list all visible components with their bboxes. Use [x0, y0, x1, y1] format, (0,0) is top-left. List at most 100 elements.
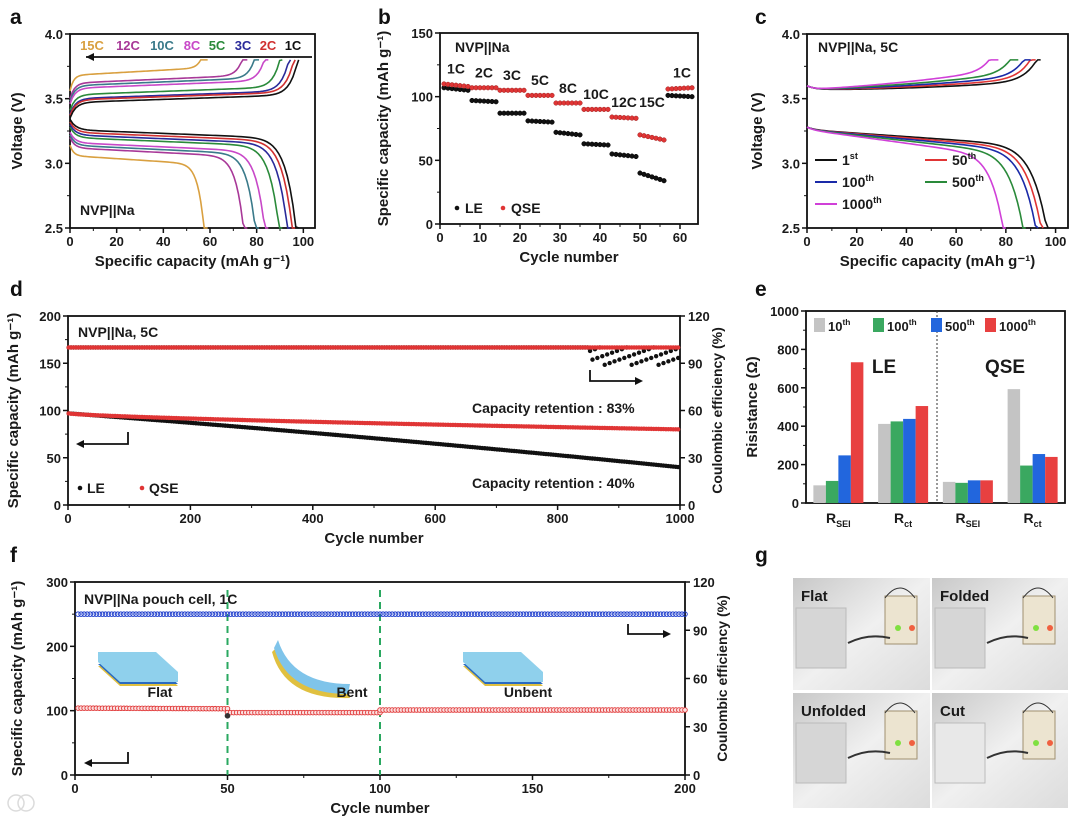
y-tick-label: 600 — [777, 381, 799, 396]
cat-main: R — [826, 510, 836, 526]
photo-folded: Folded — [932, 578, 1068, 690]
charge-curve-1000 — [806, 59, 999, 90]
y-tick-label: 4.0 — [782, 27, 800, 42]
ce-point-LE — [666, 359, 671, 364]
ce-point — [145, 611, 151, 617]
point-QSE — [549, 92, 555, 98]
ce-point-LE — [663, 350, 669, 355]
y-tick-label: 150 — [39, 356, 61, 371]
photo-label: Unfolded — [801, 703, 866, 720]
ce-point — [383, 611, 389, 617]
ce-point — [239, 611, 246, 617]
ce-point — [670, 611, 676, 617]
ce-point — [154, 611, 161, 617]
photo-unfolded: Unfolded — [793, 693, 930, 808]
legend-label: QSE — [511, 200, 541, 216]
x-tick-label: 60 — [673, 230, 687, 245]
x-tick-label: 1000 — [666, 511, 695, 526]
ce-point — [441, 611, 447, 617]
ce-point — [75, 611, 81, 617]
ce-point — [660, 611, 667, 617]
ce-point — [218, 611, 225, 617]
discharge-curve-5C — [69, 126, 283, 229]
ce-point — [511, 611, 517, 617]
ce-point — [346, 611, 353, 617]
discharge-curve-3C — [69, 124, 291, 229]
ce-point — [416, 611, 423, 617]
charge-curve-100 — [806, 59, 1031, 90]
point-LE — [549, 119, 555, 125]
wire — [1022, 702, 1054, 714]
point-QSE — [493, 85, 499, 91]
y2-tick-label: 120 — [693, 575, 715, 590]
label-main: 50 — [952, 152, 968, 168]
x-axis-label: Cycle number — [330, 800, 429, 817]
wire — [884, 587, 916, 599]
ce-point — [139, 611, 145, 617]
ce-point — [81, 611, 87, 617]
ce-point — [624, 611, 630, 617]
y-tick-label: 150 — [411, 26, 433, 41]
ce-point — [172, 611, 179, 617]
ce-point — [151, 611, 158, 617]
panel-letter: e — [755, 278, 767, 301]
ce-point — [368, 611, 374, 617]
flat-cell-icon — [98, 652, 178, 686]
led-green — [1033, 740, 1039, 746]
ce-point — [438, 611, 444, 617]
ce-point — [249, 611, 255, 617]
photo-label: Folded — [940, 588, 989, 605]
ce-point — [166, 611, 173, 617]
category-label: Rct — [1024, 510, 1042, 529]
ce-point-LE — [595, 355, 600, 361]
y2-axis-label: Coulombic efficiency (%) — [714, 595, 730, 761]
ce-point — [554, 611, 560, 617]
ce-point — [224, 611, 231, 617]
charge-curve-3C — [69, 59, 292, 115]
x-tick-label: 400 — [302, 511, 324, 526]
ce-point — [578, 611, 585, 617]
point-LE — [493, 99, 499, 105]
discharge-curve-10C — [69, 134, 259, 229]
ce-point — [328, 611, 334, 617]
ce-point — [267, 611, 273, 617]
wire — [847, 635, 891, 644]
ce-point — [160, 611, 167, 617]
x-tick-label: 60 — [203, 234, 217, 249]
y-tick-label: 800 — [777, 342, 799, 357]
legend-label: 8C — [184, 38, 201, 53]
ce-point — [319, 611, 325, 617]
bar — [850, 362, 864, 503]
ce-point — [136, 611, 142, 617]
ce-point — [313, 611, 319, 617]
ce-point — [569, 611, 575, 617]
ce-point — [480, 611, 487, 617]
bar — [1020, 465, 1033, 503]
discharge-curve-500 — [806, 126, 1026, 229]
ce-point — [615, 611, 621, 617]
cat-sub: ct — [904, 519, 912, 529]
ce-point-LE — [607, 360, 612, 366]
panel-letter: c — [755, 6, 767, 29]
ce-point — [560, 611, 566, 617]
bar — [942, 481, 956, 503]
legend-marker-QSE — [500, 205, 506, 211]
y-tick-label: 400 — [777, 419, 799, 434]
legend-swatch — [985, 318, 996, 332]
label-sup: th — [968, 151, 977, 161]
y-tick-label: 3.5 — [45, 92, 63, 107]
y-axis-label: Specific capacity (mAh g⁻¹) — [5, 313, 22, 508]
panel-letter: b — [378, 6, 391, 29]
ce-point — [182, 611, 188, 617]
label-main: 500 — [952, 174, 976, 190]
ce-point — [307, 611, 313, 617]
ce-point — [352, 611, 359, 617]
led-green — [1033, 625, 1039, 631]
rate-label: 2C — [475, 65, 493, 81]
rate-label: 5C — [531, 72, 549, 88]
axes-a: 0 20 40 60 80 100 2.5 3.0 3.5 4.0 Specific capacit… — [9, 27, 316, 270]
y2-tick-label: 120 — [688, 309, 710, 324]
led-board — [884, 595, 918, 645]
ce-point-LE — [614, 348, 620, 354]
axes-b: 0 10 20 30 40 50 60 0 50 100 150 Cycle number Specif… — [375, 26, 699, 266]
